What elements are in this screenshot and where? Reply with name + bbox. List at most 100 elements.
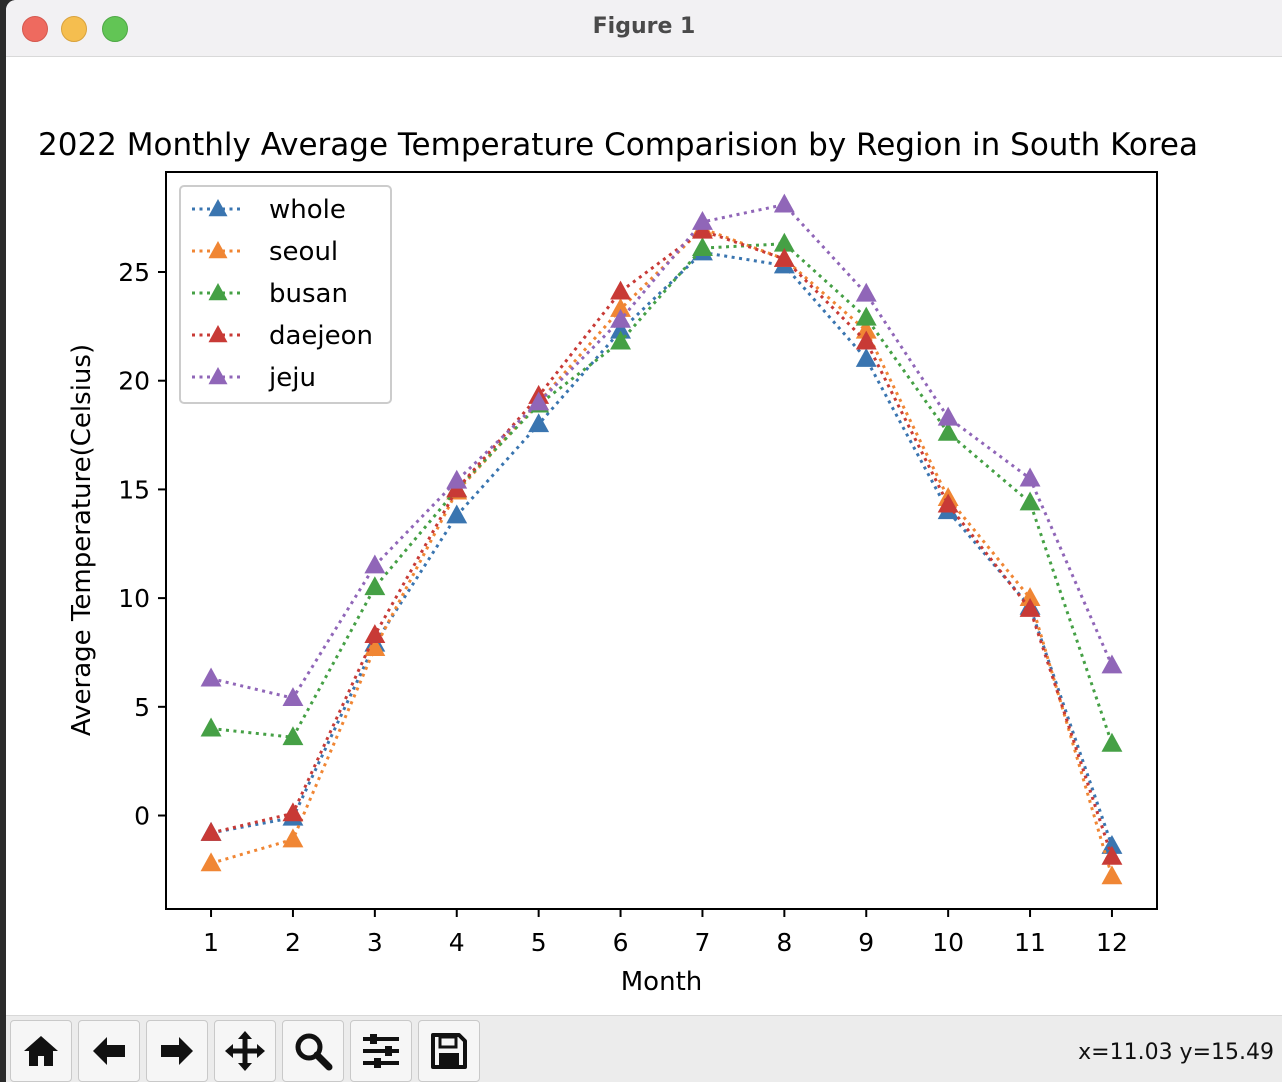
data-point-seoul (364, 637, 386, 657)
line-chart: 2022 Monthly Average Temperature Compari… (38, 127, 1198, 997)
data-point-whole (1101, 834, 1123, 854)
x-axis-ticks: 1 2 3 4 5 6 7 8 9 10 11 12 (203, 909, 1128, 957)
data-point-daejeon (773, 247, 795, 267)
data-point-busan (773, 232, 795, 252)
data-point-seoul (855, 319, 877, 339)
data-point-busan (200, 717, 222, 737)
data-point-daejeon (1019, 597, 1041, 617)
legend-label-whole: whole (269, 195, 346, 225)
legend-marker-whole (208, 199, 228, 217)
legend-label-seoul: seoul (269, 237, 338, 267)
data-point-jeju (446, 469, 468, 489)
data-point-jeju (200, 667, 222, 687)
x-axis-label: Month (621, 967, 703, 997)
home-button[interactable] (10, 1020, 72, 1082)
zoom-window-button[interactable] (102, 16, 128, 42)
minimize-window-button[interactable] (61, 16, 87, 42)
x-tick-label: 6 (613, 928, 629, 957)
y-tick-label: 15 (118, 475, 150, 504)
data-point-daejeon (364, 624, 386, 643)
zoom-icon (295, 1033, 333, 1071)
data-point-daejeon (200, 821, 222, 841)
y-tick-label: 25 (118, 258, 150, 287)
data-point-seoul (200, 852, 222, 872)
series-line-daejeon (210, 229, 1114, 858)
window-title: Figure 1 (592, 14, 696, 39)
cursor-coordinates: x=11.03 y=15.49 (1078, 1040, 1274, 1065)
data-point-busan (937, 421, 959, 441)
y-axis-ticks: 0 5 10 15 20 25 (118, 258, 166, 831)
x-tick-label: 9 (858, 928, 874, 957)
x-tick-label: 4 (449, 928, 465, 957)
title-bar: Figure 1 (6, 0, 1282, 57)
data-point-jeju (937, 406, 959, 426)
figure-window: Figure 1 2022 Monthly Average Temperatur… (6, 0, 1282, 1082)
legend-label-jeju: jeju (268, 363, 316, 393)
data-point-busan (1101, 732, 1123, 752)
forward-arrow-icon (161, 1037, 193, 1065)
data-point-jeju (364, 554, 386, 574)
save-icon (431, 1033, 467, 1069)
series-layer (200, 193, 1123, 885)
data-point-busan (610, 330, 631, 350)
data-point-daejeon (1101, 845, 1123, 865)
plot-area[interactable]: 2022 Monthly Average Temperature Compari… (6, 57, 1282, 1015)
legend-label-busan: busan (269, 279, 348, 309)
legend: whole seoul busan daejeon jeju (179, 185, 392, 404)
legend-marker-jeju (208, 367, 228, 385)
x-tick-label: 11 (1014, 928, 1046, 957)
data-point-jeju (282, 687, 304, 707)
x-tick-label: 1 (203, 928, 219, 957)
x-tick-label: 10 (932, 928, 964, 957)
data-point-busan (1019, 491, 1041, 511)
legend-label-daejeon: daejeon (269, 321, 373, 351)
y-tick-label: 20 (118, 367, 150, 396)
legend-marker-busan (208, 283, 228, 301)
x-tick-label: 5 (531, 928, 547, 957)
toolbar: x=11.03 y=15.49 (6, 1015, 1282, 1082)
x-tick-label: 8 (776, 928, 792, 957)
data-point-busan (282, 726, 304, 746)
y-tick-label: 5 (134, 693, 150, 722)
configure-subplots-icon (363, 1034, 399, 1068)
data-point-whole (528, 413, 550, 433)
x-tick-label: 2 (285, 928, 301, 957)
data-point-jeju (692, 211, 713, 230)
data-point-seoul (282, 828, 304, 848)
data-point-jeju (610, 308, 631, 328)
pan-button[interactable] (214, 1020, 276, 1082)
data-point-jeju (1101, 654, 1123, 674)
legend-frame (179, 185, 392, 404)
x-tick-label: 3 (367, 928, 383, 957)
forward-button[interactable] (146, 1020, 208, 1082)
data-point-daejeon (610, 280, 631, 300)
data-point-daejeon (855, 330, 877, 350)
back-button[interactable] (78, 1020, 140, 1082)
y-axis-label: Average Temperature(Celsius) (67, 344, 97, 736)
data-point-daejeon (937, 493, 959, 513)
data-point-whole (855, 347, 877, 367)
data-point-jeju (855, 282, 877, 302)
back-arrow-icon (93, 1037, 125, 1065)
save-button[interactable] (418, 1020, 480, 1082)
x-tick-label: 7 (694, 928, 710, 957)
close-window-button[interactable] (22, 16, 48, 42)
legend-marker-seoul (208, 241, 228, 259)
data-point-busan (855, 306, 877, 326)
chart-title: 2022 Monthly Average Temperature Compari… (38, 127, 1198, 163)
data-point-daejeon (282, 802, 304, 822)
y-tick-label: 0 (134, 802, 150, 831)
data-point-seoul (1101, 865, 1123, 885)
data-point-jeju (1019, 467, 1041, 487)
data-point-jeju (773, 193, 795, 213)
data-point-jeju (528, 391, 550, 411)
data-point-whole (610, 319, 631, 339)
axes-frame (165, 171, 1158, 910)
legend-marker-daejeon (208, 325, 228, 343)
y-tick-label: 10 (118, 584, 150, 613)
x-tick-label: 12 (1096, 928, 1128, 957)
configure-subplots-button[interactable] (350, 1020, 412, 1082)
series-jeju (200, 193, 1123, 707)
data-point-seoul (610, 297, 631, 317)
zoom-button[interactable] (282, 1020, 344, 1082)
